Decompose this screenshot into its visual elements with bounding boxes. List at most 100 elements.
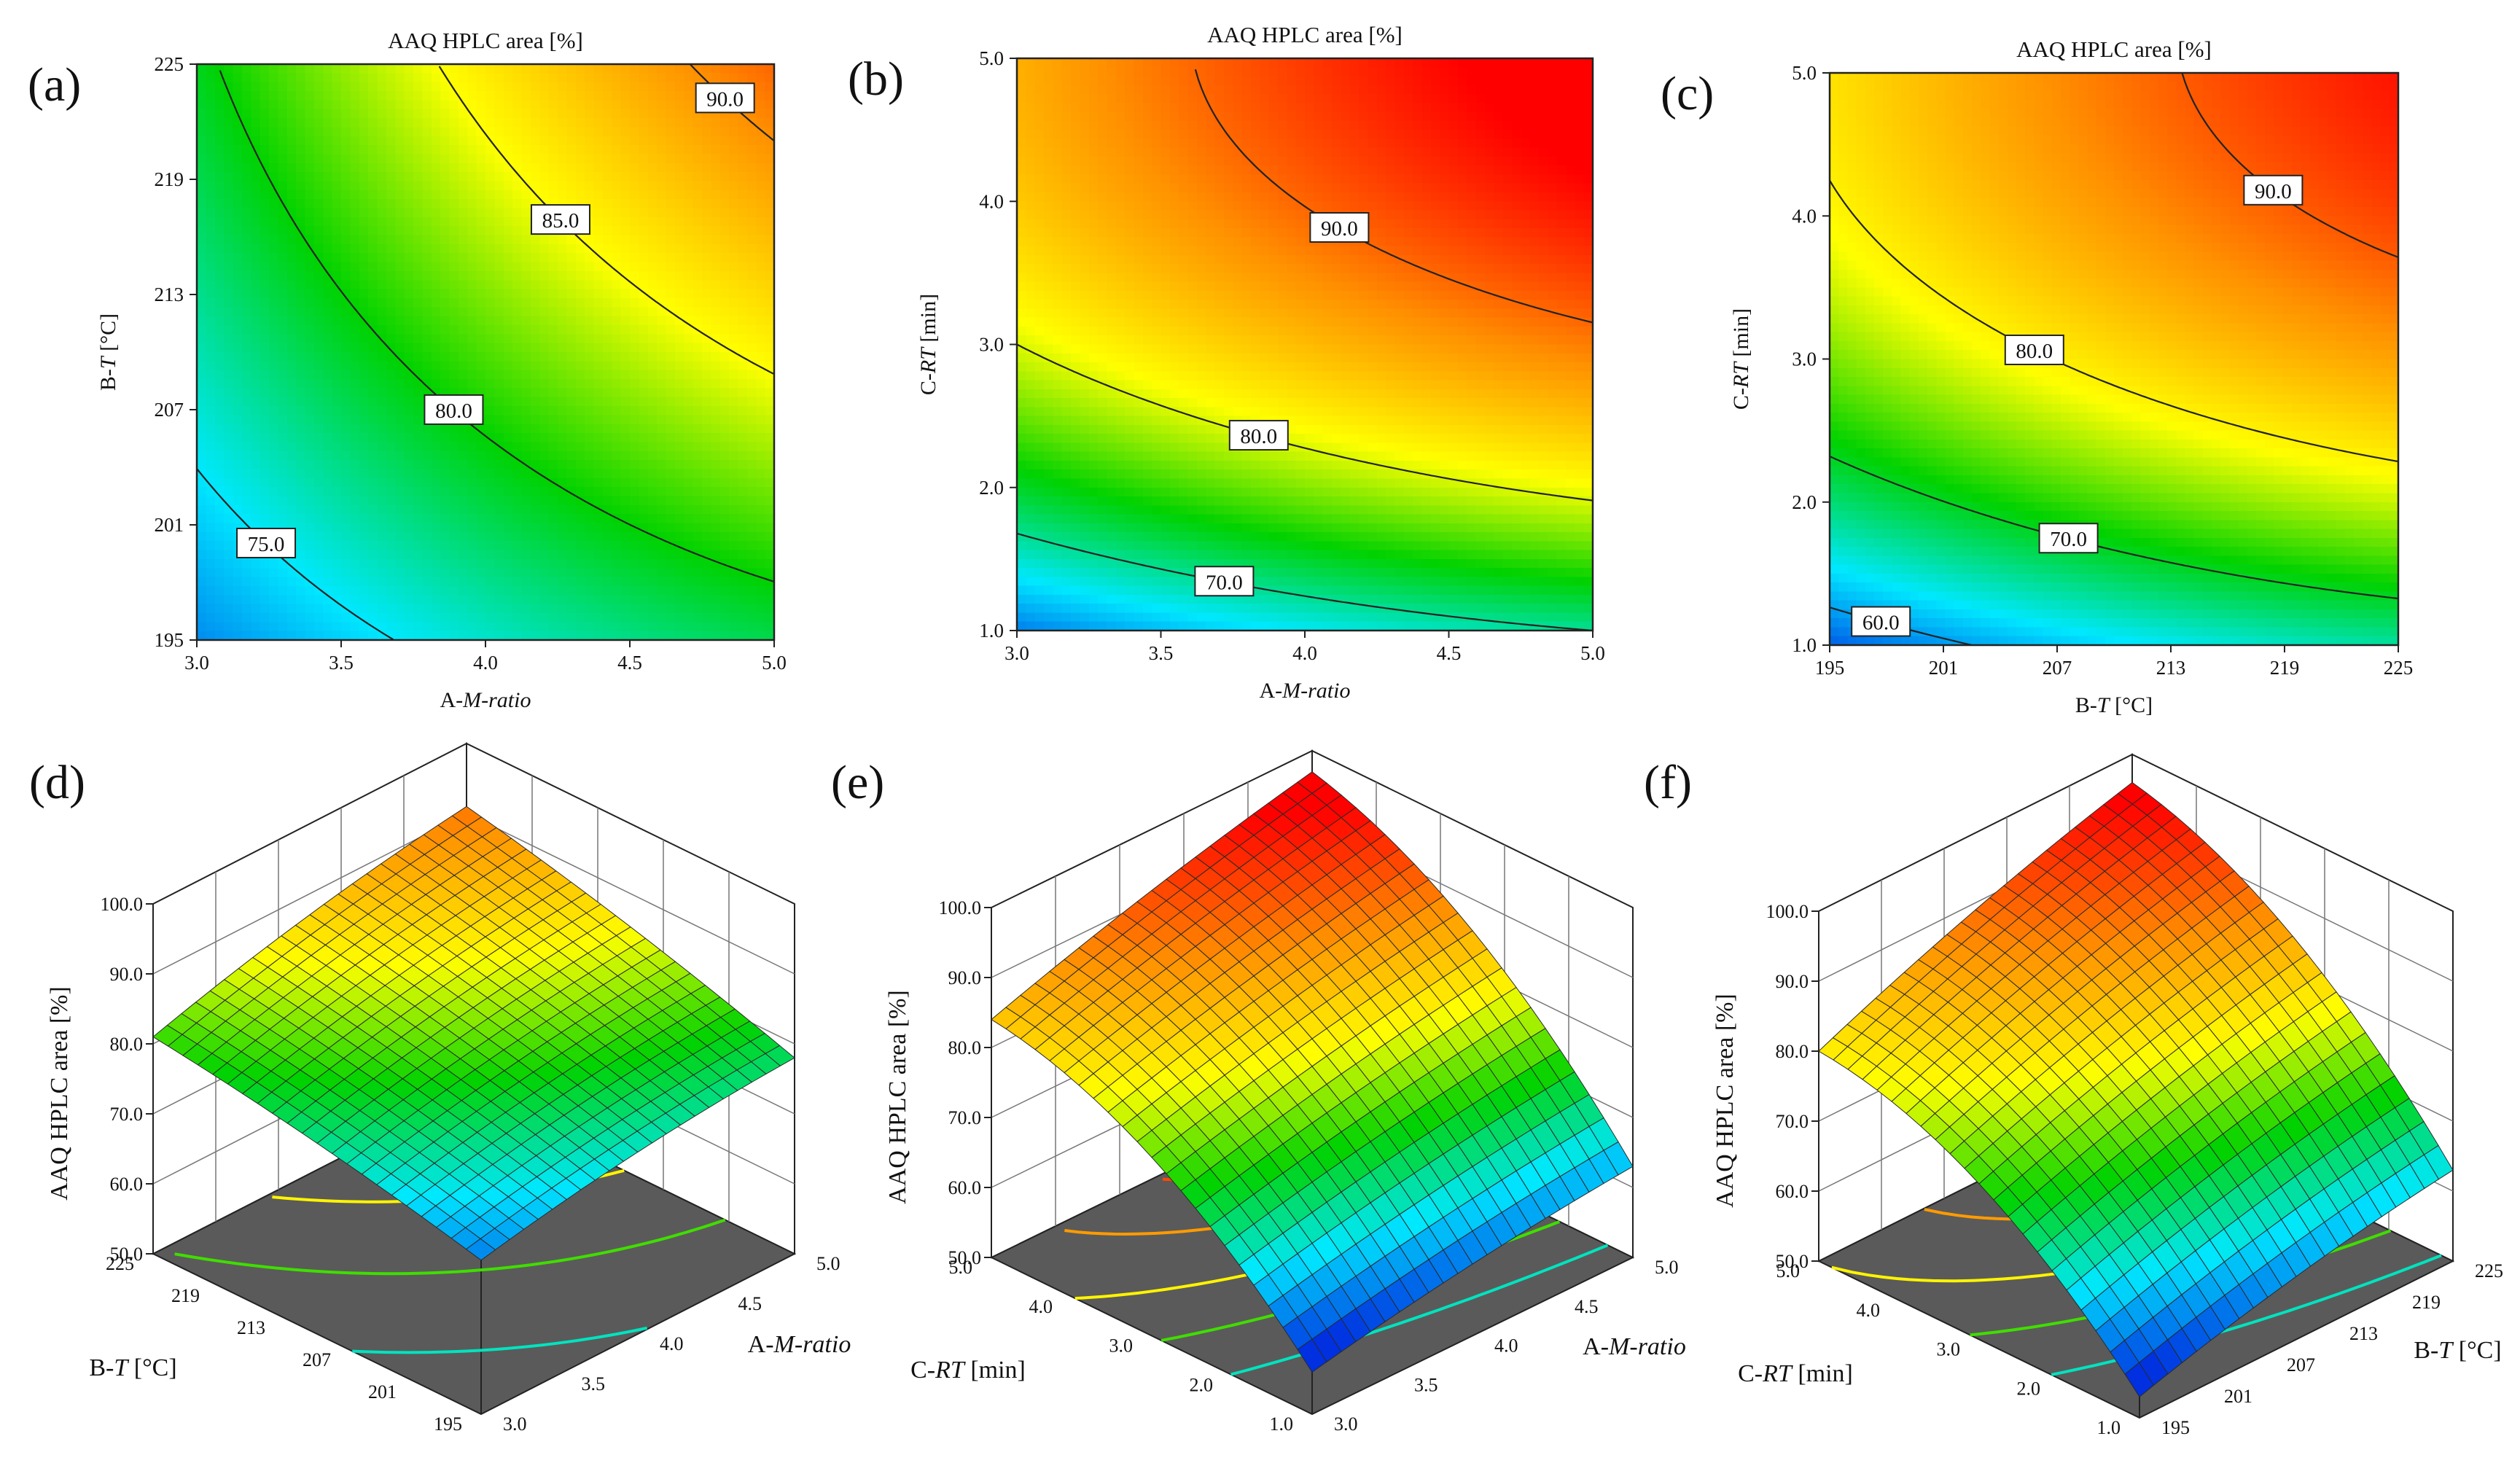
surface-panel-d: 50.0 60.0 70.0 80.0 90.0 100.0 3.0 3.5 4.0 4.5 5.0…: [29, 742, 851, 1435]
y-tick-label: 207: [155, 399, 184, 421]
y-tick-label: 1.0: [1792, 634, 1817, 656]
floor-contour: [352, 1326, 648, 1354]
y-tick-label: 201: [155, 514, 184, 536]
y-tick-label: 3.0: [979, 334, 1004, 356]
contour-label-text: 90.0: [2255, 180, 2292, 203]
y-tick-label: 2.0: [979, 477, 1004, 499]
z-tick-label: 90.0: [948, 967, 982, 988]
contour-fill: [1017, 58, 1593, 631]
contour-label-90.0: 90.0: [695, 82, 755, 114]
panel-letter: (f): [1644, 756, 1692, 809]
contour-label-text: 80.0: [1240, 425, 1277, 448]
x-axis-label: A-M-ratio: [1260, 679, 1351, 703]
x-tick-label: 213: [2349, 1323, 2378, 1344]
x-tick-label: 3.5: [1414, 1374, 1438, 1395]
y-tick-label: 4.0: [979, 190, 1004, 212]
contour-line-75.0: [196, 468, 394, 641]
contour-label-text: 70.0: [1206, 571, 1243, 594]
floor-contour: [1230, 1244, 1609, 1376]
x-axis-label: B-T [°C]: [2414, 1337, 2501, 1364]
x-tick-label: 4.5: [738, 1293, 762, 1314]
x-tick-label: 3.0: [1005, 642, 1029, 664]
z-tick-label: 70.0: [110, 1104, 144, 1125]
x-tick-label: 3.5: [329, 652, 354, 674]
x-tick-label: 4.0: [1494, 1335, 1518, 1357]
z-tick-label: 60.0: [110, 1174, 144, 1195]
x-tick-label: 5.0: [1655, 1257, 1679, 1278]
y-tick-label: 1.0: [1270, 1413, 1294, 1435]
contour-line-70.0: [1829, 456, 2399, 600]
x-tick-label: 3.5: [582, 1373, 606, 1394]
contour-fill: [197, 64, 775, 641]
z-tick-label: 90.0: [110, 964, 144, 985]
z-tick-label: 100.0: [939, 897, 982, 918]
y-tick-label: 4.0: [1792, 205, 1817, 227]
contour-label-text: 90.0: [706, 87, 744, 111]
y-tick-label: 5.0: [949, 1257, 973, 1278]
x-axis-label: A-M-ratio: [440, 688, 531, 712]
contour-fill: [1830, 73, 2399, 646]
contour-label-text: 80.0: [435, 399, 472, 423]
contour-label-text: 85.0: [542, 209, 580, 233]
y-tick-label: 2.0: [2017, 1378, 2041, 1399]
z-tick-label: 60.0: [948, 1177, 982, 1198]
y-tick-label: 1.0: [2097, 1417, 2121, 1438]
contour-panel-c: 60.0 70.0 80.0 90.0 195 201 207 213 219 225 1.0 2.0…: [1661, 36, 2413, 717]
x-tick-label: 4.5: [1437, 642, 1462, 664]
y-tick-label: 3.0: [1109, 1335, 1134, 1357]
y-tick-label: 5.0: [1776, 1260, 1801, 1281]
y-tick-label: 4.0: [1857, 1300, 1881, 1321]
z-tick-label: 70.0: [948, 1107, 982, 1128]
contour-label-text: 70.0: [2050, 528, 2087, 551]
y-tick-label: 207: [303, 1349, 331, 1370]
x-tick-label: 3.5: [1149, 642, 1174, 664]
x-tick-label: 213: [2156, 657, 2186, 679]
contour-label-90.0: 90.0: [1309, 211, 1370, 243]
z-tick-label: 50.0: [948, 1247, 982, 1268]
z-tick-label: 70.0: [1776, 1111, 1809, 1132]
contour-label-80.0: 80.0: [1228, 420, 1289, 451]
z-tick-label: 80.0: [110, 1034, 144, 1055]
y-tick-label: 219: [155, 168, 184, 190]
z-tick-label: 80.0: [1776, 1041, 1809, 1062]
y-tick-label: 5.0: [1792, 62, 1817, 84]
y-tick-label: 195: [434, 1413, 462, 1435]
y-axis-label: C-RT [min]: [916, 294, 940, 395]
contour-label-text: 60.0: [1862, 612, 1900, 635]
x-tick-label: 201: [1929, 657, 1959, 679]
y-tick-label: 225: [155, 53, 184, 75]
y-tick-label: 219: [171, 1285, 200, 1306]
contour-line-70.0: [1016, 532, 1593, 632]
contour-label-85.0: 85.0: [530, 204, 590, 235]
y-tick-label: 213: [237, 1317, 265, 1338]
z-tick-label: 100.0: [101, 894, 144, 915]
chart-title: AAQ HPLC area [%]: [388, 28, 583, 53]
x-tick-label: 3.0: [184, 652, 209, 674]
x-tick-label: 5.0: [816, 1253, 840, 1274]
x-tick-label: 195: [1815, 657, 1845, 679]
y-tick-label: 2.0: [1190, 1374, 1214, 1395]
panel-letter: (e): [831, 756, 884, 809]
x-tick-label: 4.0: [473, 652, 498, 674]
contour-panel-b: 70.0 80.0 90.0 3.0 3.5 4.0 4.5 5.0 1.0 2.0 3.0 4.0 5…: [848, 22, 1605, 703]
y-axis-label: C-RT [min]: [910, 1357, 1026, 1384]
x-tick-label: 219: [2412, 1292, 2441, 1313]
x-tick-label: 5.0: [1580, 642, 1605, 664]
contour-label-90.0: 90.0: [2243, 174, 2304, 206]
y-axis-label: B-T [°C]: [89, 1354, 176, 1381]
z-tick-label: 50.0: [1776, 1251, 1809, 1272]
z-axis-label: AAQ HPLC area [%]: [1712, 994, 1739, 1208]
contour-label-80.0: 80.0: [424, 394, 484, 425]
x-tick-label: 4.0: [660, 1333, 684, 1354]
x-axis-label: A-M-ratio: [748, 1331, 851, 1358]
y-tick-label: 3.0: [1792, 348, 1817, 370]
chart-title: AAQ HPLC area [%]: [2016, 36, 2212, 62]
z-tick-label: 50.0: [110, 1244, 144, 1265]
x-tick-label: 225: [2384, 657, 2414, 679]
z-tick-label: 80.0: [948, 1037, 982, 1058]
chart-title: AAQ HPLC area [%]: [1207, 22, 1403, 47]
x-tick-label: 207: [2287, 1354, 2315, 1376]
y-tick-label: 1.0: [979, 620, 1004, 641]
contour-line-90.0: [1194, 69, 1593, 324]
